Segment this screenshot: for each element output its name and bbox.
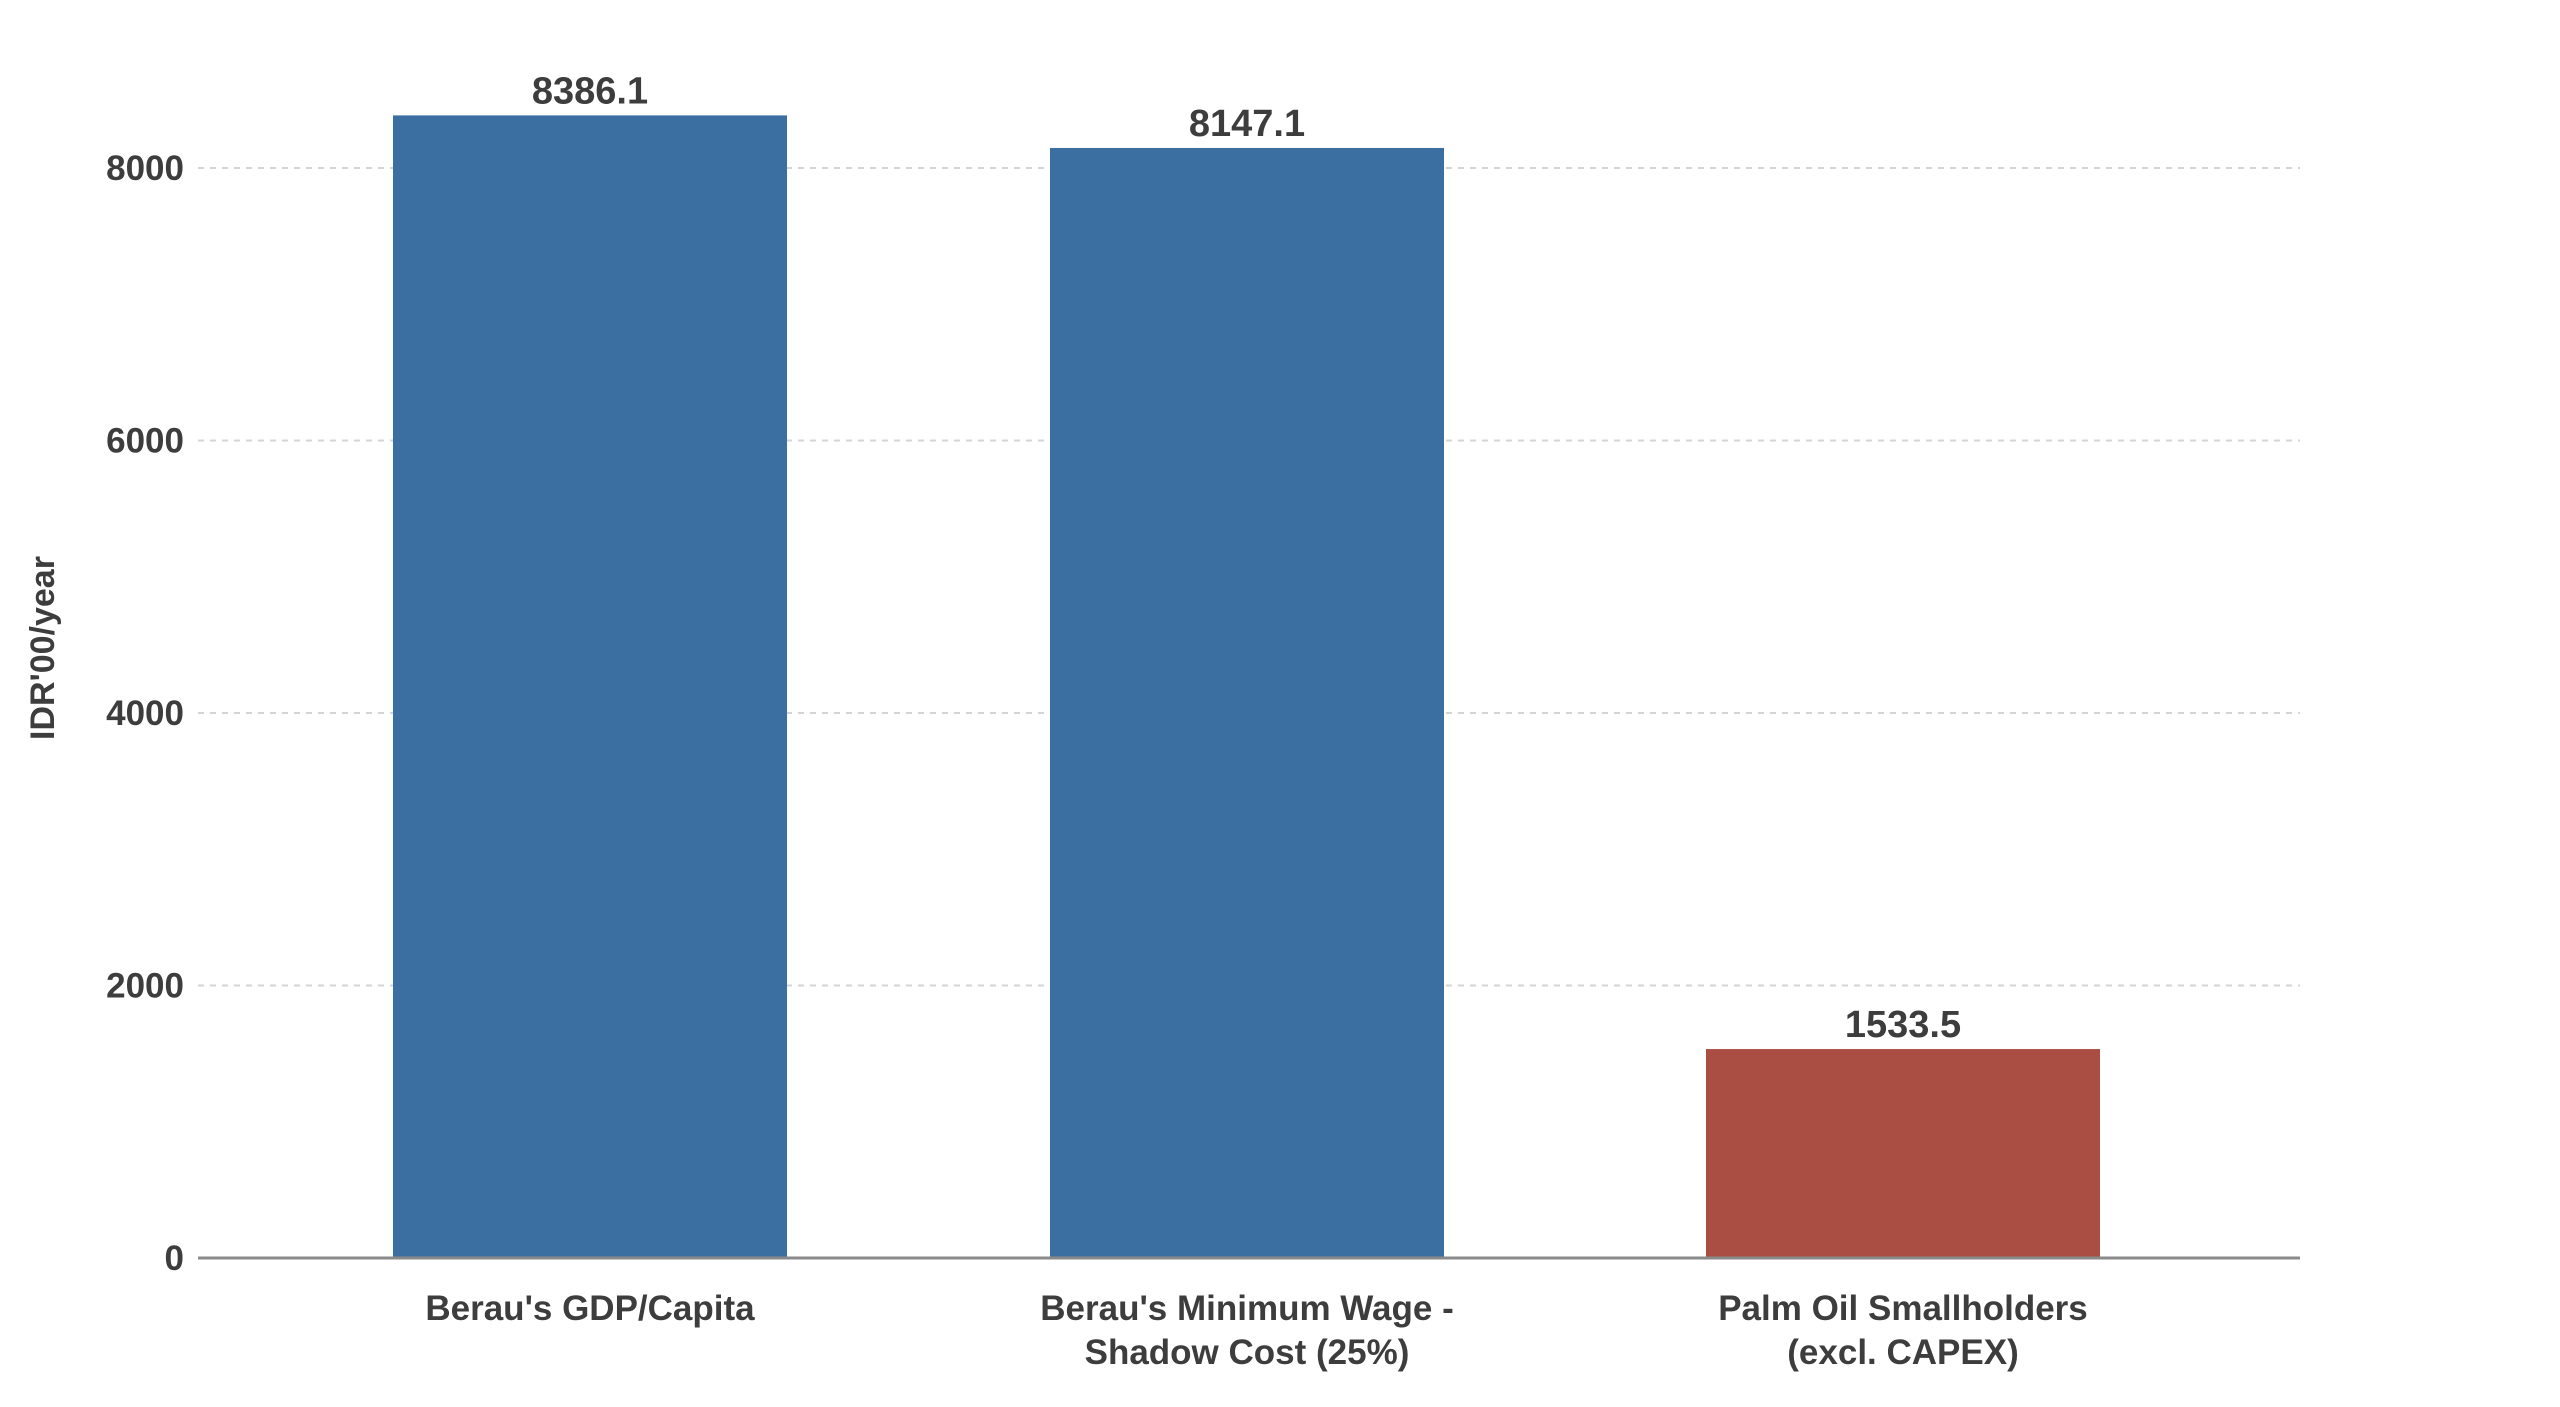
x-category-label: (excl. CAPEX) (1787, 1333, 2018, 1372)
y-tick-label: 4000 (106, 694, 184, 733)
y-axis-title: IDR'00/year (24, 556, 62, 740)
y-tick-label: 6000 (106, 422, 184, 461)
x-category-label: Berau's Minimum Wage - (1040, 1289, 1453, 1328)
x-category-label: Berau's GDP/Capita (425, 1289, 755, 1328)
bar-value-label: 8386.1 (532, 70, 648, 112)
bar-3 (1706, 1049, 2100, 1258)
y-tick-label: 2000 (106, 967, 184, 1006)
bar-1 (393, 115, 787, 1258)
y-tick-label: 0 (165, 1239, 184, 1278)
y-tick-label: 8000 (106, 149, 184, 188)
bars (393, 115, 2100, 1258)
bar-value-label: 1533.5 (1845, 1004, 1961, 1046)
x-category-label: Shadow Cost (25%) (1085, 1333, 1410, 1372)
x-category-label: Palm Oil Smallholders (1718, 1289, 2088, 1328)
bar-2 (1050, 147, 1444, 1258)
bar-value-label: 8147.1 (1189, 103, 1305, 145)
labels: 0 2000 4000 6000 8000 8386.1 8147.1 1533.5 Berau… (106, 70, 2088, 1372)
